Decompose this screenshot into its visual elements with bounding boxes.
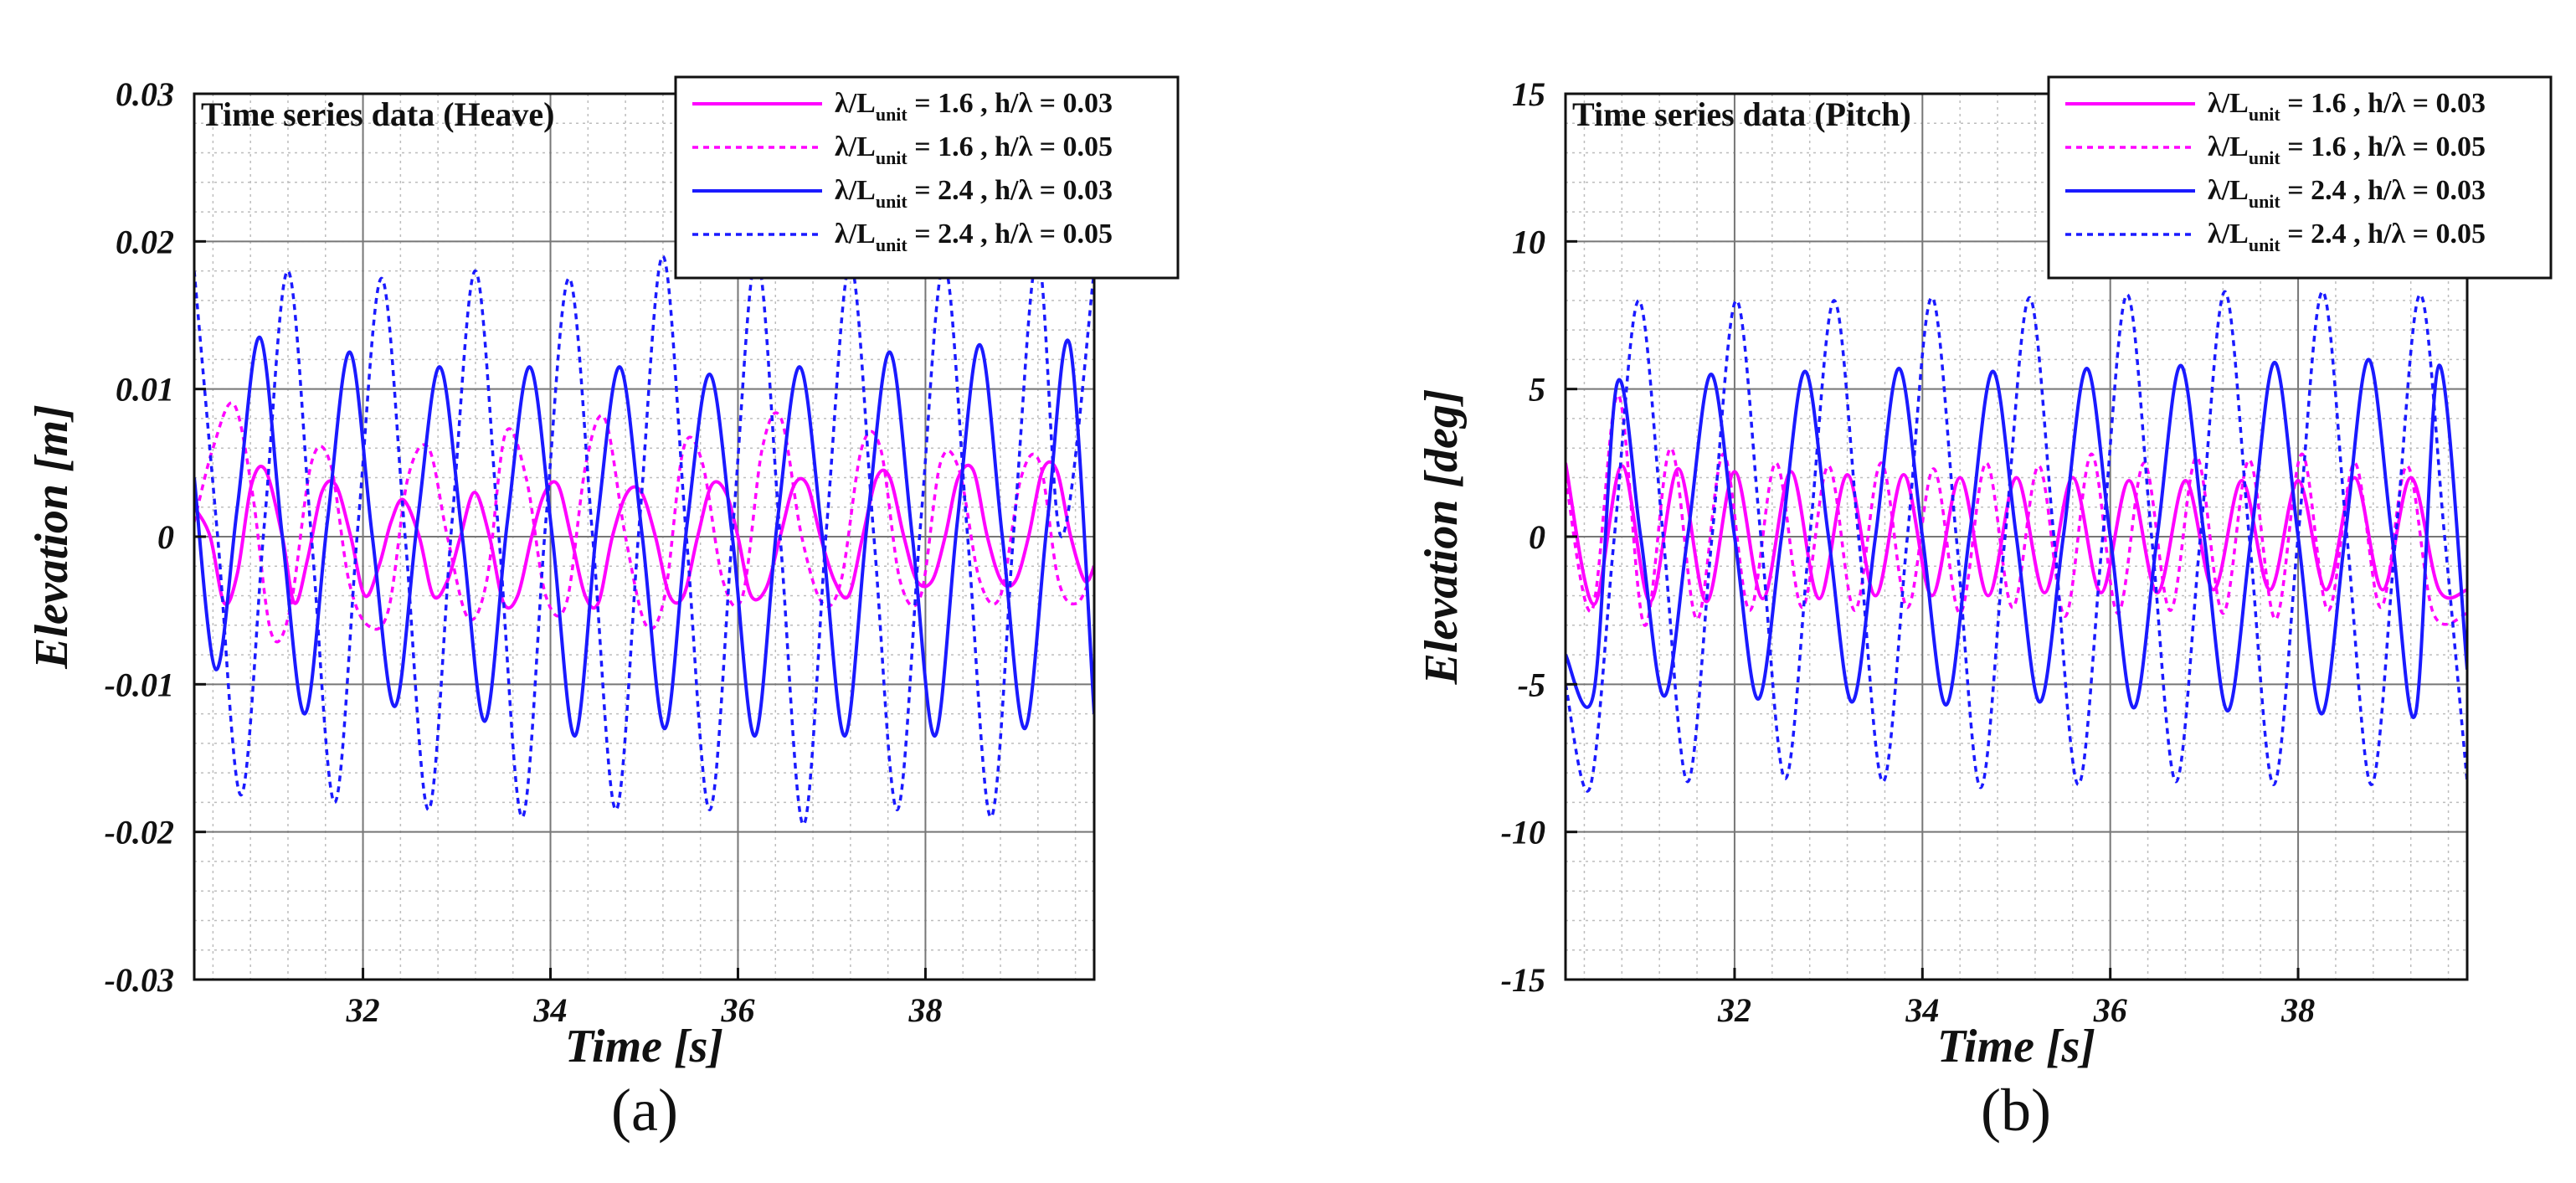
legend-label-1: λ/Lunit = 1.6 , h/λ = 0.03 <box>2208 88 2486 125</box>
series-line-4 <box>1566 290 2467 793</box>
y-tick-label: 0 <box>1529 518 1545 556</box>
y-tick-label: 0.03 <box>116 75 174 113</box>
x-tick-label: 34 <box>533 991 568 1029</box>
legend-label-3: λ/Lunit = 2.4 , h/λ = 0.03 <box>835 175 1113 212</box>
panel-label: (a) <box>611 1077 678 1144</box>
x-axis-title: Time [s] <box>565 1021 723 1072</box>
x-tick-label: 32 <box>1717 991 1751 1029</box>
legend: λ/Lunit = 1.6 , h/λ = 0.03 λ/Lunit = 1.6 … <box>2047 75 2553 280</box>
y-tick-label: -0.01 <box>105 666 174 703</box>
legend-label-2: λ/Lunit = 1.6 , h/λ = 0.05 <box>2208 131 2486 168</box>
y-tick-label: -5 <box>1518 666 1545 703</box>
series-line-2 <box>1566 393 2467 627</box>
x-tick-label: 38 <box>908 991 942 1029</box>
y-tick-label: 0.01 <box>116 371 174 409</box>
series-line-1 <box>194 460 1094 610</box>
series-line-1 <box>1566 462 2467 607</box>
legend-label-3: λ/Lunit = 2.4 , h/λ = 0.03 <box>2208 175 2486 212</box>
series-line-2 <box>194 401 1094 644</box>
legend-box <box>2047 75 2553 280</box>
panel-label: (b) <box>1981 1077 2051 1144</box>
x-tick-label: 36 <box>720 991 754 1029</box>
legend-label-1: λ/Lunit = 1.6 , h/λ = 0.03 <box>835 88 1113 125</box>
legend-label-4: λ/Lunit = 2.4 , h/λ = 0.05 <box>2208 219 2486 255</box>
series-line-4 <box>194 255 1094 826</box>
y-tick-label: -15 <box>1501 961 1545 999</box>
series-group <box>194 255 1094 826</box>
plot-title: Time series data (Pitch) <box>1572 95 1911 133</box>
x-tick-label: 34 <box>1905 991 1939 1029</box>
legend-label-4: λ/Lunit = 2.4 , h/λ = 0.05 <box>835 219 1113 255</box>
y-tick-label: -10 <box>1501 814 1545 851</box>
x-axis-title: Time [s] <box>1937 1021 2095 1072</box>
x-tick-label: 32 <box>346 991 380 1029</box>
chart-panel-heave: -0.03 -0.02 -0.01 0 0.01 0.02 0.03 32 34 36 38 Time… <box>26 75 1180 1144</box>
y-tick-label: 15 <box>1512 75 1545 113</box>
y-tick-label: 5 <box>1529 371 1545 409</box>
series-line-3 <box>194 335 1094 738</box>
y-axis-title: Elevation [deg] <box>1416 388 1468 685</box>
legend-label-2: λ/Lunit = 1.6 , h/λ = 0.05 <box>835 131 1113 168</box>
series-line-3 <box>1566 357 2467 719</box>
legend: λ/Lunit = 1.6 , h/λ = 0.03 λ/Lunit = 1.6 … <box>674 75 1180 280</box>
x-tick-label: 38 <box>2280 991 2315 1029</box>
y-axis-title: Elevation [m] <box>26 404 78 670</box>
plot-title: Time series data (Heave) <box>201 95 554 133</box>
y-tick-label: -0.02 <box>105 814 174 851</box>
y-tick-label: 0 <box>157 518 174 556</box>
y-tick-label: 0.02 <box>116 223 174 260</box>
series-group <box>1566 290 2467 793</box>
x-tick-label: 36 <box>2093 991 2127 1029</box>
y-tick-label: -0.03 <box>105 961 174 999</box>
y-tick-label: 10 <box>1512 223 1545 260</box>
legend-box <box>674 75 1180 280</box>
chart-panel-pitch: -15 -10 -5 0 5 10 15 32 34 36 38 Time [s] Elevation … <box>1416 75 2553 1144</box>
